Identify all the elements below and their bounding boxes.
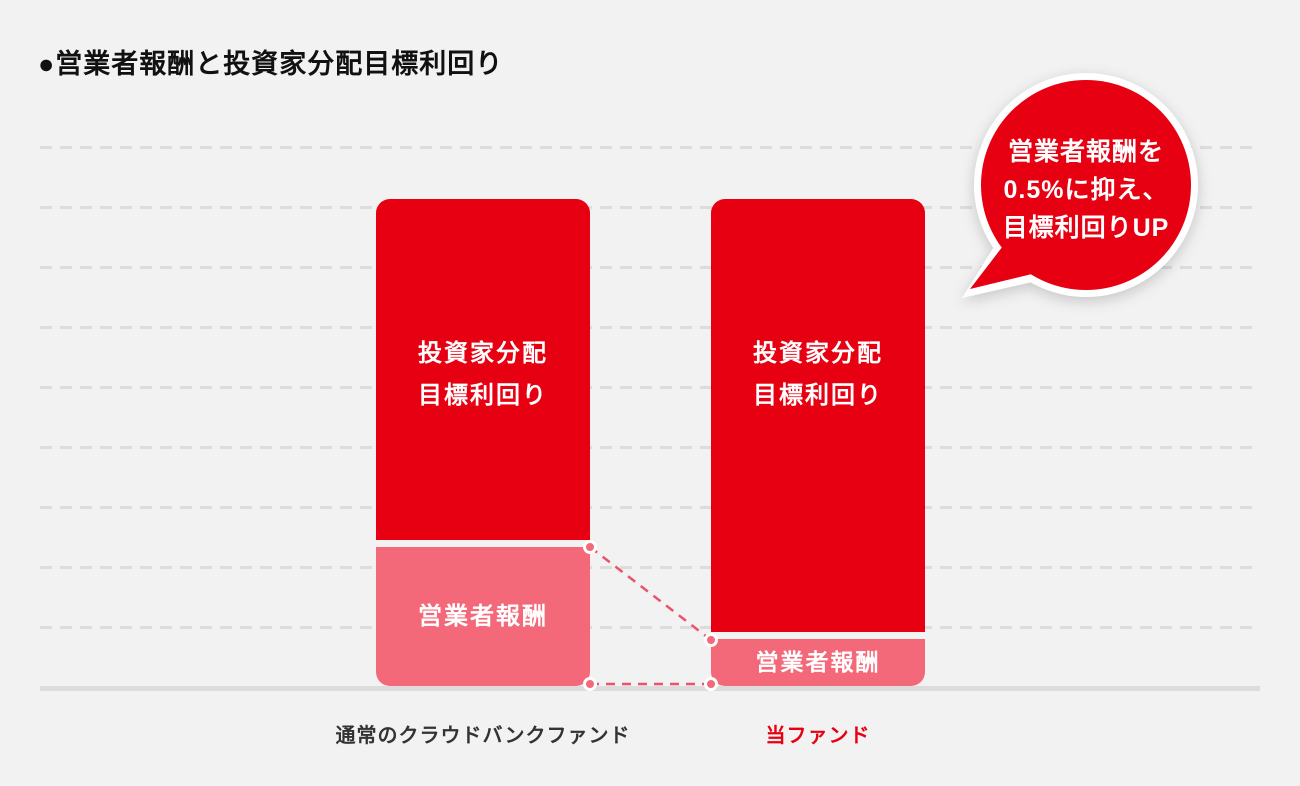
gridline — [40, 386, 1260, 389]
axis-label-normal-fund: 通常のクラウドバンクファンド — [335, 725, 631, 747]
gridline — [40, 506, 1260, 509]
axis-baseline — [40, 686, 1260, 691]
gridline — [40, 326, 1260, 329]
gridline — [40, 566, 1260, 569]
axis-label-this-fund: 当ファンド — [765, 725, 871, 747]
segment-label: 営業者報酬 — [418, 602, 548, 630]
bar-this-fund-operator-fee-segment: 営業者報酬 — [711, 639, 925, 686]
bar-normal-fund-investor-yield-segment: 投資家分配 目標利回り — [376, 199, 590, 540]
gridline — [40, 446, 1260, 449]
speech-bubble-text: 営業者報酬を 0.5%に抑え、 目標利回りUP — [1002, 138, 1170, 242]
segment-label: 投資家分配 目標利回り — [753, 340, 883, 409]
bar-normal-fund-operator-fee-segment: 営業者報酬 — [376, 547, 590, 686]
segment-label: 営業者報酬 — [755, 649, 881, 675]
gridline — [40, 266, 1260, 269]
segment-label: 投資家分配 目標利回り — [418, 340, 548, 409]
gridline — [40, 626, 1260, 629]
chart-title: ●営業者報酬と投資家分配目標利回り — [38, 49, 504, 79]
gridline — [40, 146, 1260, 149]
bar-this-fund-investor-yield-segment: 投資家分配 目標利回り — [711, 199, 925, 632]
gridline — [40, 206, 1260, 209]
